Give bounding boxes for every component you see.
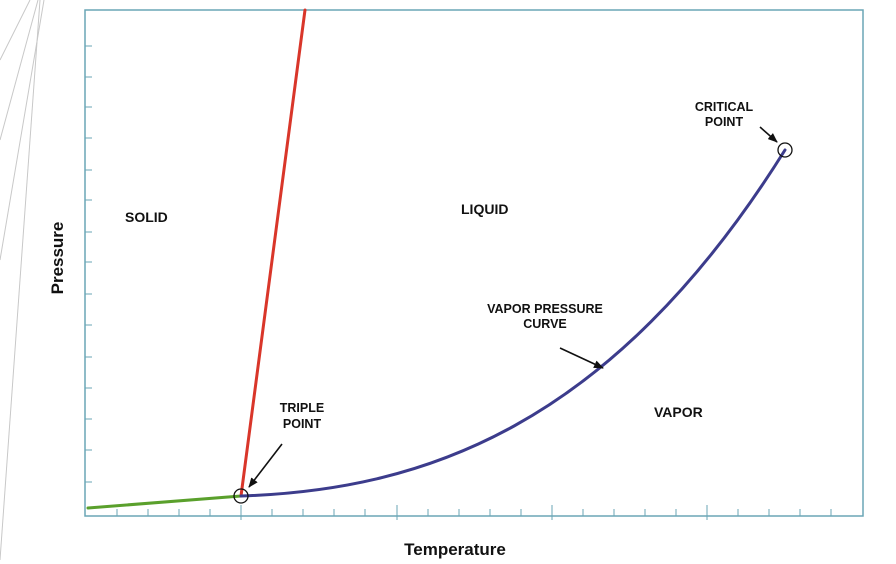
- vapor-pressure-label-line1: VAPOR PRESSURE: [487, 302, 603, 316]
- vapor-pressure-arrow: [559, 347, 604, 369]
- triple-point-marker: [233, 488, 249, 504]
- critical-point-label-line1: CRITICAL: [695, 100, 754, 114]
- x-axis-ticks: [116, 505, 832, 520]
- y-axis-title: Pressure: [48, 222, 67, 295]
- plot-frame: [84, 9, 864, 517]
- vapor-pressure-curve: [239, 148, 787, 498]
- sublimation-curve: [86, 494, 243, 510]
- fusion-curve: [239, 8, 307, 498]
- region-label-solid: SOLID: [125, 209, 168, 225]
- y-axis-ticks: [85, 45, 92, 483]
- critical-point-arrow: [759, 126, 778, 143]
- triple-point-arrow: [248, 443, 283, 488]
- triple-point-label-line1: TRIPLE: [280, 401, 324, 415]
- critical-point-label-line2: POINT: [705, 115, 744, 129]
- x-axis-title: Temperature: [404, 540, 506, 559]
- triple-point-label-line2: POINT: [283, 417, 322, 431]
- region-label-vapor: VAPOR: [654, 404, 703, 420]
- critical-point-marker: [777, 142, 793, 158]
- slide-edge-decoration: [0, 0, 45, 561]
- vapor-pressure-label-line2: CURVE: [523, 317, 567, 331]
- region-label-liquid: LIQUID: [461, 201, 508, 217]
